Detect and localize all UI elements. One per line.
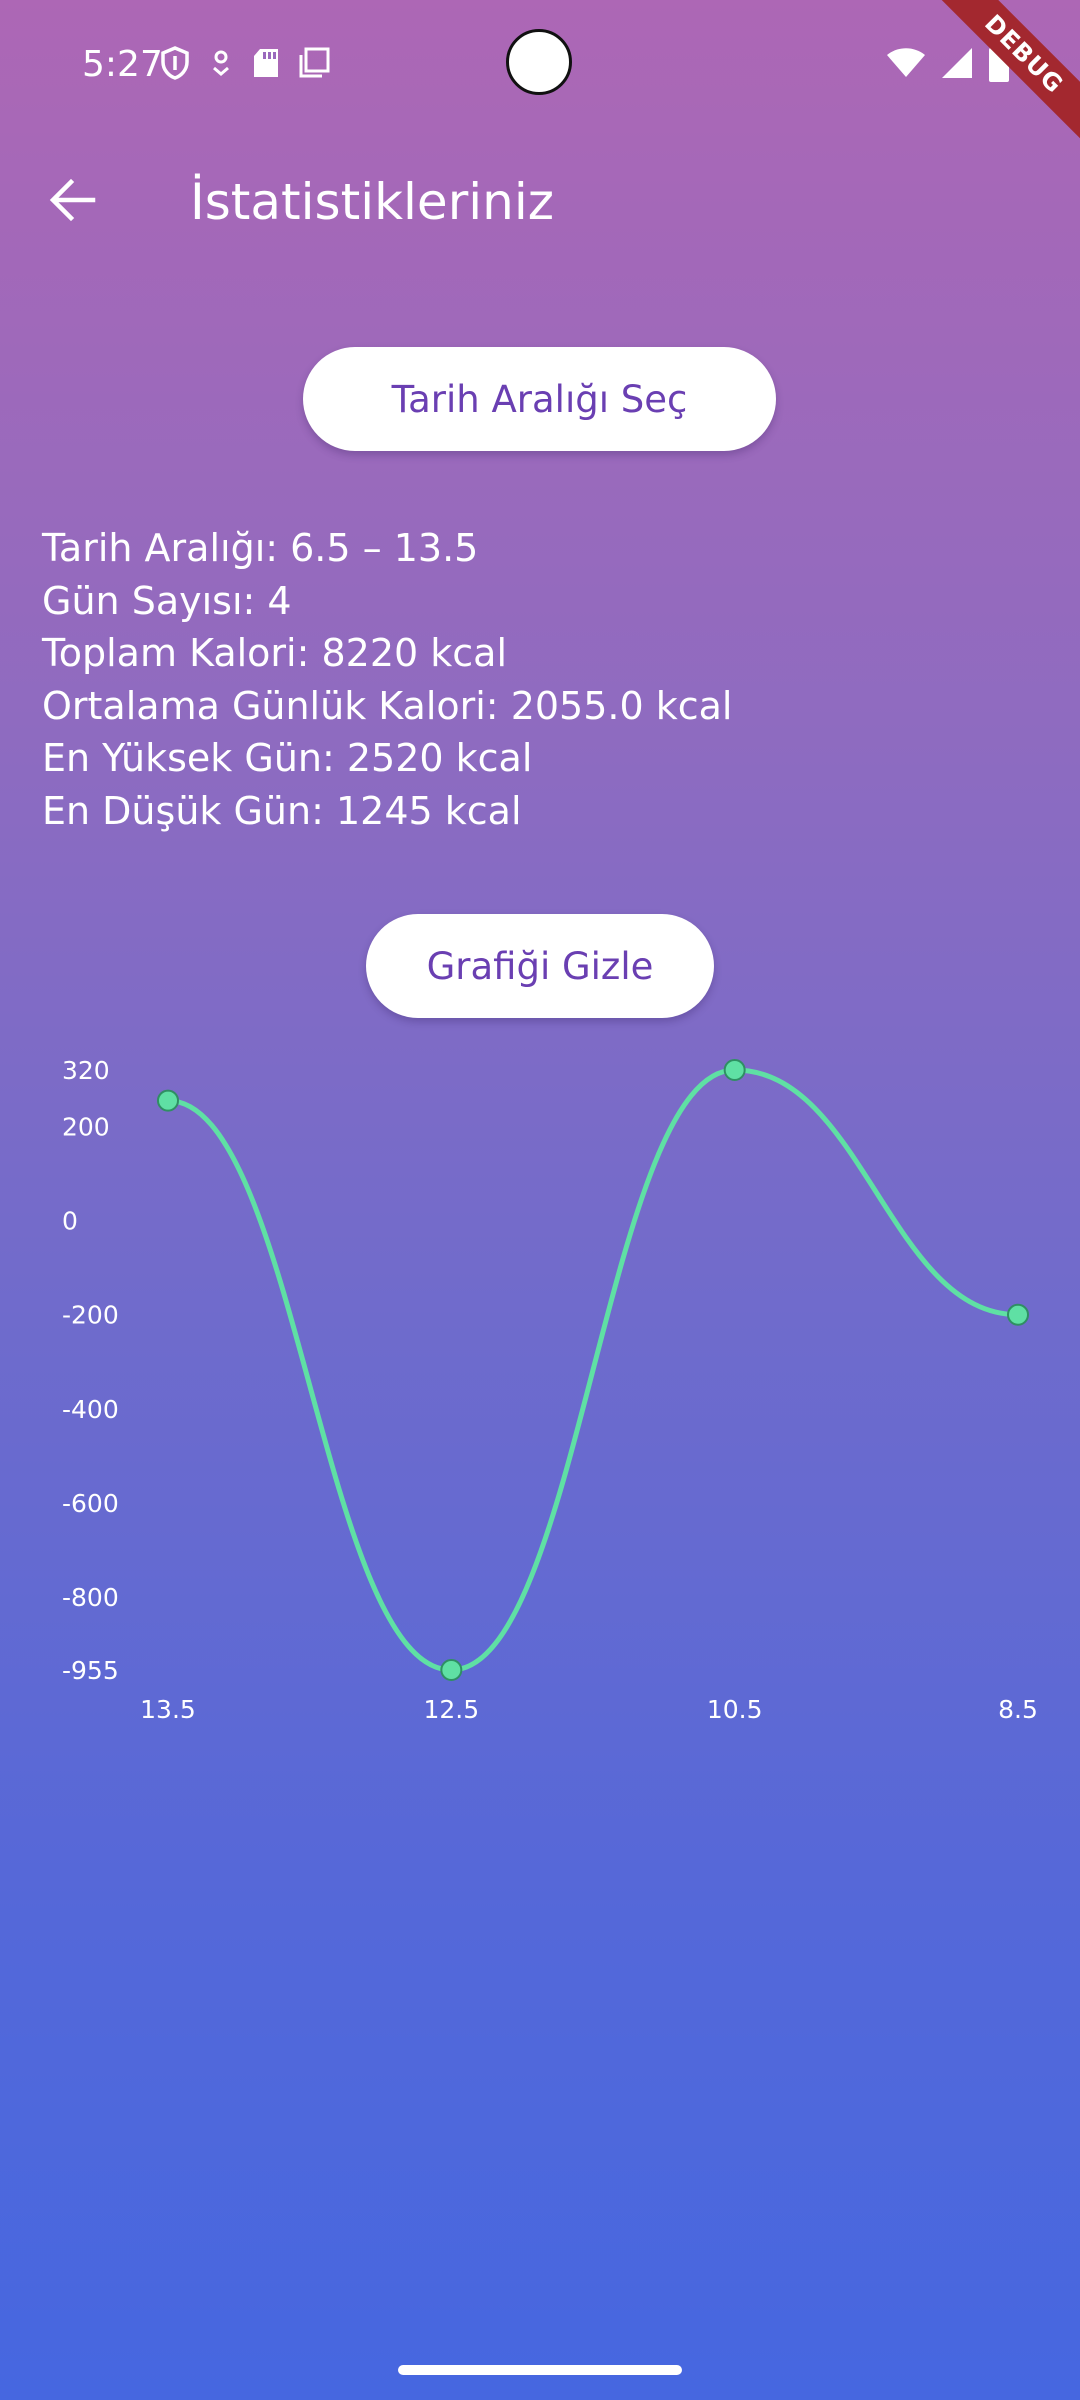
status-time: 5:27 xyxy=(82,44,163,85)
shield-icon xyxy=(160,46,190,84)
camera-cutout xyxy=(506,29,572,95)
data-point[interactable] xyxy=(1007,1303,1029,1326)
status-icons-left xyxy=(160,42,330,88)
x-tick-label: 8.5 xyxy=(998,1695,1038,1724)
stat-lowest-day: En Düşük Gün: 1245 kcal xyxy=(42,788,522,833)
back-button[interactable] xyxy=(38,172,108,232)
copy-icon xyxy=(298,47,330,83)
app-bar: İstatistikleriniz xyxy=(0,150,1080,254)
location-pin-icon xyxy=(208,48,234,82)
sd-card-icon xyxy=(252,47,280,83)
signal-icon xyxy=(940,46,974,84)
y-tick-label: -955 xyxy=(62,1656,119,1685)
debug-banner: DEBUG xyxy=(930,0,1080,150)
wifi-icon xyxy=(886,47,926,83)
calorie-line-chart: 320 200 0 -200 -400 -600 -800 -955 13.5 12.5 10.5 8… xyxy=(0,1030,1080,1750)
stat-total-calories: Toplam Kalori: 8220 kcal xyxy=(42,631,507,675)
date-range-button[interactable]: Tarih Aralığı Seç xyxy=(303,347,776,451)
y-tick-label: -800 xyxy=(62,1583,119,1612)
stats-summary: Tarih Aralığı: 6.5 – 13.5 Gün Sayısı: 4 … xyxy=(42,522,1042,837)
y-tick-label: -400 xyxy=(62,1395,119,1424)
stat-day-count: Gün Sayısı: 4 xyxy=(42,578,292,623)
series-line xyxy=(167,1067,1019,1673)
data-point[interactable] xyxy=(440,1659,463,1681)
stat-highest-day: En Yüksek Gün: 2520 kcal xyxy=(42,736,533,780)
y-tick-label: 0 xyxy=(62,1207,78,1236)
y-tick-label: -200 xyxy=(62,1301,119,1330)
home-indicator[interactable] xyxy=(398,2365,682,2375)
stat-date-range: Tarih Aralığı: 6.5 – 13.5 xyxy=(42,526,479,570)
data-point[interactable] xyxy=(157,1089,179,1112)
chart-svg: 320 200 0 -200 -400 -600 -800 -955 13.5 12.5 10.5 8… xyxy=(62,1056,1038,1724)
arrow-back-icon xyxy=(49,178,97,226)
y-tick-label: 320 xyxy=(62,1056,110,1085)
x-tick-label: 10.5 xyxy=(707,1695,763,1724)
y-tick-label: -600 xyxy=(62,1489,119,1518)
y-tick-label: 200 xyxy=(62,1112,110,1141)
x-tick-label: 13.5 xyxy=(140,1695,196,1724)
page-title: İstatistikleriniz xyxy=(190,173,554,231)
toggle-chart-button[interactable]: Grafiği Gizle xyxy=(366,914,714,1018)
status-bar: 5:27 xyxy=(0,0,1080,130)
status-icons-right xyxy=(886,42,1010,88)
debug-label: DEBUG xyxy=(932,0,1080,146)
x-tick-label: 12.5 xyxy=(423,1695,479,1724)
data-point[interactable] xyxy=(723,1059,746,1081)
stat-average-daily: Ortalama Günlük Kalori: 2055.0 kcal xyxy=(42,683,733,728)
